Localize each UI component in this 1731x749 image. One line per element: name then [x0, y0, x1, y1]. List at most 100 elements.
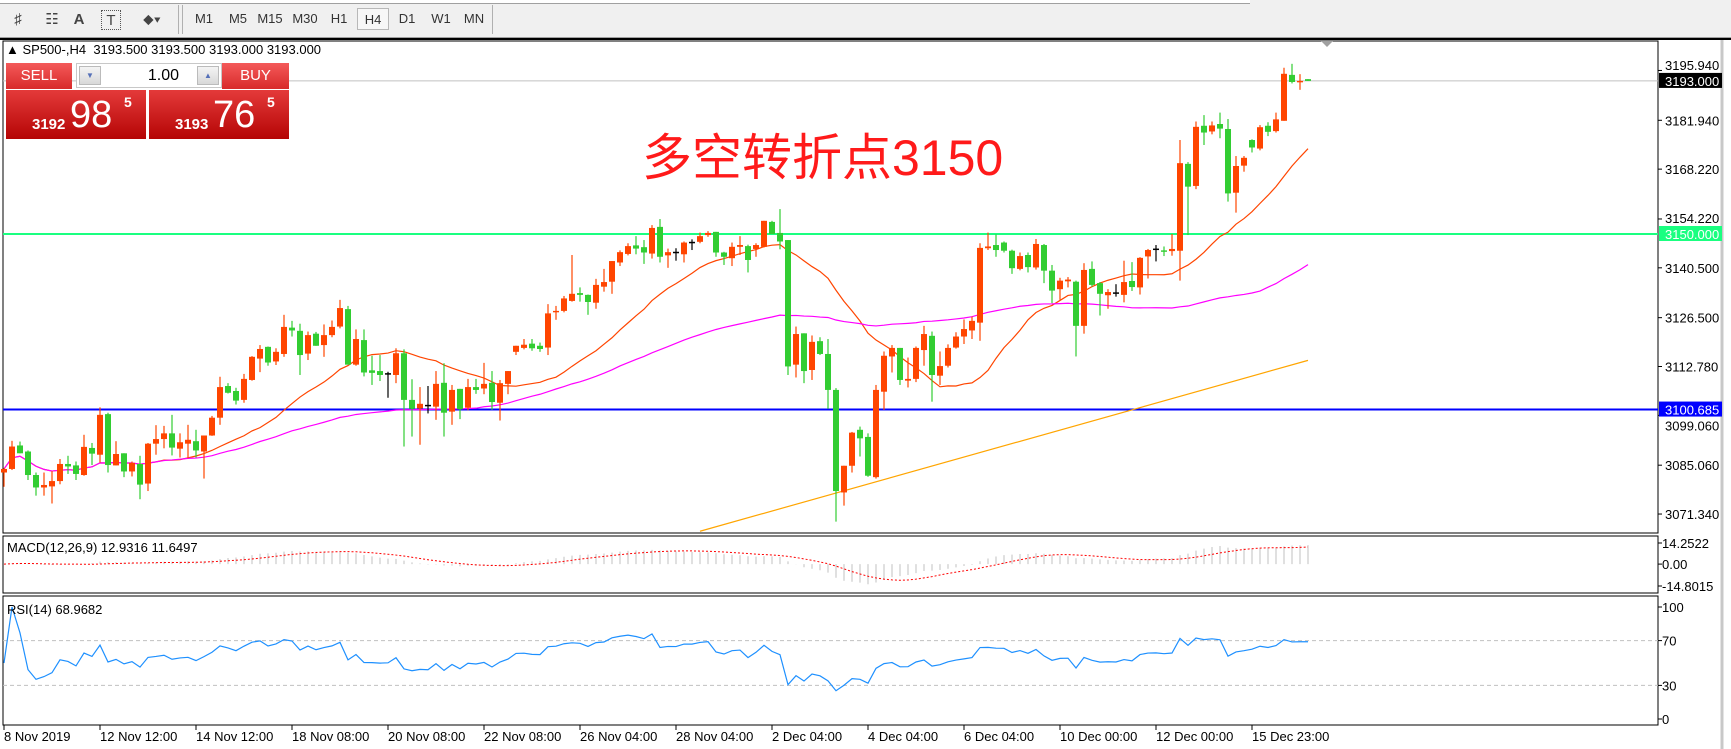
candle-body: [625, 246, 631, 254]
candle-body: [433, 383, 439, 407]
timeframe-w1[interactable]: W1: [431, 11, 451, 26]
candle-body: [777, 232, 783, 242]
candle-body: [153, 439, 159, 444]
timeframe-m1[interactable]: M1: [194, 11, 214, 26]
macd-axis-label: -14.8015: [1662, 579, 1713, 594]
candle-body: [97, 414, 103, 455]
time-axis-label: 18 Nov 08:00: [292, 729, 369, 744]
candle-body: [241, 378, 247, 400]
candle-body: [417, 403, 423, 409]
candle-body: [1145, 250, 1151, 257]
timeframe-m5[interactable]: M5: [228, 11, 248, 26]
candle-body: [889, 347, 895, 357]
chart-annotation-text[interactable]: 多空转折点3150: [642, 130, 1004, 186]
time-axis-label: 12 Nov 12:00: [100, 729, 177, 744]
candle-body: [1129, 280, 1135, 288]
candle-body: [849, 432, 855, 466]
candle-body: [1201, 125, 1207, 133]
candle-body: [929, 335, 935, 375]
candle-body: [881, 355, 887, 392]
candle-body: [497, 383, 503, 403]
buy-price-prefix: 3193: [175, 116, 209, 133]
candle-body: [553, 310, 559, 313]
sell-price-button[interactable]: 3192 98 5: [6, 90, 146, 139]
candle-body: [537, 345, 543, 349]
lot-size-value[interactable]: 1.00: [147, 67, 179, 84]
candle-body: [233, 390, 239, 401]
moving-average-line: [3, 148, 1309, 472]
candle-body: [1241, 157, 1247, 166]
candle-body: [457, 388, 463, 410]
sell-button[interactable]: SELL: [6, 63, 72, 89]
price-axis-label: 3099.060: [1665, 419, 1719, 434]
buy-price-button[interactable]: 3193 76 5: [149, 90, 289, 139]
price-axis-label: 3154.220: [1665, 211, 1719, 226]
arrows-dropdown-icon[interactable]: ⬥▾: [143, 10, 161, 28]
candle-body: [297, 330, 303, 356]
time-axis-label: 26 Nov 04:00: [580, 729, 657, 744]
buy-button[interactable]: BUY: [222, 63, 289, 89]
candle-body: [729, 246, 735, 259]
candle-body: [569, 293, 575, 301]
toolbar-grip[interactable]: [182, 5, 183, 34]
rsi-axis-label: 70: [1662, 634, 1676, 649]
timeframe-mn[interactable]: MN: [463, 11, 485, 26]
candle-body: [897, 347, 903, 380]
candle-body: [945, 347, 951, 366]
candle-body: [1289, 74, 1295, 82]
timeframe-h4[interactable]: H4: [357, 8, 389, 30]
toolbar: ♯ ☷ A T ⬥▾ M1 M5 M15 M30 H1 H4 D1 W1 MN: [0, 0, 1731, 38]
price-tag: [1659, 401, 1722, 417]
candle-body: [1001, 242, 1007, 251]
candle-body: [921, 334, 927, 351]
candle-body: [465, 387, 471, 408]
candle-body: [681, 242, 687, 255]
candle-body: [801, 333, 807, 372]
candle-body: [353, 339, 359, 365]
candle-body: [1, 468, 7, 473]
candle-body: [273, 351, 279, 362]
timeframe-d1[interactable]: D1: [398, 11, 416, 26]
candle-body: [865, 436, 871, 476]
candle-body: [1161, 250, 1167, 252]
lot-decrease-button[interactable]: ▼: [79, 66, 101, 85]
candle-body: [73, 465, 79, 474]
candle-body: [1049, 270, 1055, 291]
candle-body: [785, 240, 791, 367]
timeframe-m15[interactable]: M15: [257, 11, 283, 26]
candle-body: [641, 247, 647, 253]
candle-body: [105, 414, 111, 466]
fibonacci-retracement-icon[interactable]: ☷: [45, 11, 59, 28]
text-icon[interactable]: A: [73, 10, 85, 28]
rsi-label: RSI(14) 68.9682: [7, 602, 102, 617]
candle-body: [169, 433, 175, 448]
lot-increase-button[interactable]: ▲: [197, 66, 219, 85]
toolbar-separator: [492, 5, 493, 34]
candle-body: [969, 320, 975, 331]
candle-body: [305, 335, 311, 354]
candle-body: [993, 245, 999, 251]
candle-body: [1225, 128, 1231, 194]
candle-body: [561, 298, 567, 311]
candle-body: [1209, 125, 1215, 132]
candle-body: [961, 329, 967, 337]
candle-body: [249, 356, 255, 380]
timeframe-m30[interactable]: M30: [292, 11, 318, 26]
time-axis-label: 15 Dec 23:00: [1252, 729, 1329, 744]
text-label-icon[interactable]: T: [101, 10, 121, 30]
collapse-triangle-icon[interactable]: ▲: [6, 42, 23, 57]
candle-body: [705, 232, 711, 236]
timeframe-h1[interactable]: H1: [330, 11, 348, 26]
candle-body: [1089, 268, 1095, 285]
ohlc-values: 3193.500 3193.500 3193.000 3193.000: [93, 42, 322, 57]
symbol-timeframe: SP500-,H4: [22, 42, 87, 57]
candle-body: [1273, 119, 1279, 132]
candle-body: [177, 442, 183, 449]
candle-body: [1025, 255, 1031, 268]
lot-size-field[interactable]: ▼ 1.00 ▲: [76, 63, 222, 88]
candle-body: [377, 371, 383, 375]
candle-body: [1257, 127, 1263, 149]
fibonacci-fan-icon[interactable]: ♯: [14, 10, 22, 28]
time-axis-label: 14 Nov 12:00: [196, 729, 273, 744]
